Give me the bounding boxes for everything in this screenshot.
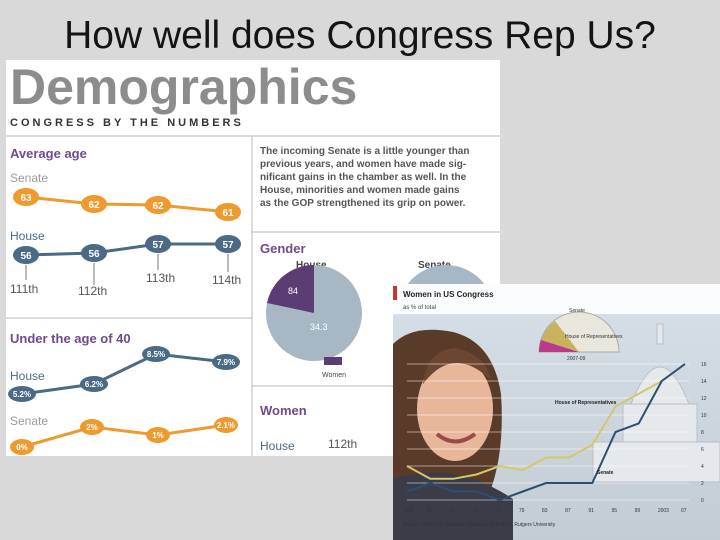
x-tick-label: 83 xyxy=(542,508,548,514)
avg-house-value: 57 xyxy=(152,240,164,251)
senate-series-label: Senate xyxy=(597,470,614,476)
blurb-line: House, minorities and women made gains xyxy=(260,185,460,196)
blurb-line: previous years, and women have made sig- xyxy=(260,159,466,170)
women-congress-label: 112th xyxy=(328,437,357,451)
x-tick-label: 71 xyxy=(473,508,479,514)
y-tick-label: 2 xyxy=(701,481,704,487)
congress-labels: 111th 112th 113th 114th xyxy=(10,271,241,298)
gender-legend-label: Women xyxy=(322,372,346,379)
women-chart-title: Women in US Congress xyxy=(403,290,494,299)
inset-senate-label: Senate xyxy=(569,308,585,314)
inset-pie: Senate House of Representatives 2007-09 xyxy=(538,308,623,362)
demographics-heading: Demographics xyxy=(10,60,357,115)
demographics-subheading: Congress by the Numbers xyxy=(10,117,244,129)
congress-label: 111th xyxy=(10,282,38,296)
y-tick-label: 14 xyxy=(701,379,707,385)
women-house-label: House xyxy=(260,439,295,453)
grid-lines xyxy=(407,363,689,501)
under40-house-line xyxy=(21,352,227,396)
senate-series-line xyxy=(406,363,686,502)
avg-senate-value: 63 xyxy=(20,193,32,204)
gender-house-women-value: 84 xyxy=(288,286,298,296)
under40-house-markers: 5.2% 6.2% 8.5% 7.9% xyxy=(8,346,240,402)
congress-label: 113th xyxy=(146,271,175,285)
gender-label: Gender xyxy=(260,241,306,256)
under40-house-label: House xyxy=(10,369,45,383)
x-tick-label: 99 xyxy=(635,508,641,514)
y-tick-label: 8 xyxy=(701,430,704,436)
y-tick-label: 16 xyxy=(701,362,707,368)
under40-senate-markers: 0% 2% 1% 2.1% xyxy=(10,417,238,455)
slide-title: How well does Congress Rep Us? xyxy=(64,14,656,57)
women-chart-source: Source: Center for American Women and Po… xyxy=(403,522,556,528)
y-tick-label: 4 xyxy=(701,464,704,470)
inset-house-label: House of Representatives xyxy=(565,334,623,340)
women-label: Women xyxy=(260,403,307,418)
y-tick-label: 10 xyxy=(701,413,707,419)
y-tick-label: 6 xyxy=(701,447,704,453)
avg-senate-label: Senate xyxy=(10,171,48,185)
blurb-line: nificant gains in the chamber as well. I… xyxy=(260,172,467,183)
avg-senate-value: 61 xyxy=(222,208,234,219)
avg-house-markers: 56 56 57 57 xyxy=(13,235,241,264)
avg-house-value: 56 xyxy=(20,251,32,262)
y-tick-label: 12 xyxy=(701,396,707,402)
avg-house-line xyxy=(25,242,228,257)
x-tick-label: 63 xyxy=(426,508,432,514)
x-tick-label: 79 xyxy=(519,508,525,514)
x-tick-label: 95 xyxy=(612,508,618,514)
x-tick-label: 1959 xyxy=(403,508,414,514)
avg-senate-value: 62 xyxy=(152,201,164,212)
gender-house-men-value: 34.3 xyxy=(310,322,328,332)
house-series-label: House of Representatives xyxy=(555,400,617,406)
women-congress-graphic: Women in US Congress as % of total Senat… xyxy=(393,284,720,540)
under40-house-value: 8.5% xyxy=(147,350,165,359)
blurb-line: The incoming Senate is a little younger … xyxy=(260,146,469,157)
under40-senate-value: 0% xyxy=(16,443,28,452)
women-chart-subtitle: as % of total xyxy=(403,305,436,311)
demographics-graphic: Demographics Congress by the Numbers Ave… xyxy=(6,60,500,456)
x-tick-label: 75 xyxy=(496,508,502,514)
gender-senate-label: Senate xyxy=(418,260,451,271)
x-ticks: 1959 63 67 71 75 79 83 87 91 95 99 2003 07 xyxy=(403,508,687,514)
x-tick-label: 91 xyxy=(588,508,594,514)
avg-house-label: House xyxy=(10,229,45,243)
avg-senate-line xyxy=(25,195,229,214)
average-age-label: Average age xyxy=(10,146,87,161)
y-ticks: 16 14 12 10 8 6 4 2 0 xyxy=(701,362,707,504)
congress-label: 112th xyxy=(78,284,107,298)
blurb-line: as the GOP strengthened its grip on powe… xyxy=(260,198,466,209)
y-tick-label: 0 xyxy=(701,498,704,504)
congress-label: 114th xyxy=(212,273,241,287)
under40-senate-line xyxy=(21,423,227,449)
under40-senate-label: Senate xyxy=(10,414,48,428)
inset-years: 2007-09 xyxy=(567,356,586,362)
avg-house-value: 57 xyxy=(222,240,234,251)
portrait-photo xyxy=(393,329,513,540)
under40-senate-value: 1% xyxy=(152,431,164,440)
avg-house-value: 56 xyxy=(88,249,100,260)
accent-bar xyxy=(393,286,397,300)
under40-house-value: 7.9% xyxy=(217,358,235,367)
x-tick-label: 07 xyxy=(681,508,687,514)
under40-senate-value: 2.1% xyxy=(217,421,235,430)
x-tick-label: 2003 xyxy=(658,508,669,514)
gender-house-women-slice xyxy=(267,264,314,313)
under40-label: Under the age of 40 xyxy=(10,331,131,346)
x-tick-label: 67 xyxy=(449,508,455,514)
x-tick-label: 87 xyxy=(565,508,571,514)
under40-house-value: 6.2% xyxy=(85,380,103,389)
avg-senate-markers: 63 62 62 61 xyxy=(13,188,241,221)
avg-senate-value: 62 xyxy=(88,200,100,211)
under40-house-value: 5.2% xyxy=(13,390,31,399)
house-series-line xyxy=(406,363,686,480)
under40-senate-value: 2% xyxy=(86,423,98,432)
gender-legend-swatch xyxy=(324,357,342,365)
blurb: The incoming Senate is a little younger … xyxy=(260,146,469,209)
